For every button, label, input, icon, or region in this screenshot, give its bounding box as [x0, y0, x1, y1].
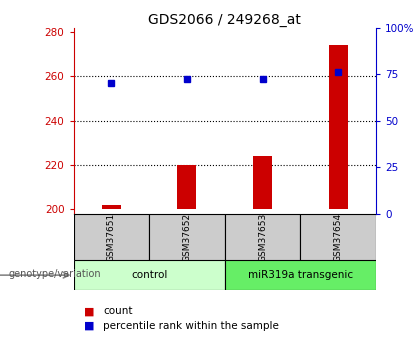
- Bar: [253, 156, 272, 209]
- Title: GDS2066 / 249268_at: GDS2066 / 249268_at: [148, 12, 301, 27]
- Bar: [74, 260, 225, 290]
- Text: control: control: [131, 270, 167, 280]
- Bar: [329, 45, 348, 209]
- Text: GSM37651: GSM37651: [107, 213, 116, 262]
- Text: miR319a transgenic: miR319a transgenic: [248, 270, 353, 280]
- Text: percentile rank within the sample: percentile rank within the sample: [103, 321, 279, 331]
- Text: GSM37653: GSM37653: [258, 213, 267, 262]
- Bar: [102, 205, 121, 209]
- Bar: [74, 214, 149, 260]
- Bar: [225, 214, 300, 260]
- Text: GSM37652: GSM37652: [182, 213, 192, 262]
- Bar: [178, 165, 197, 209]
- Text: count: count: [103, 306, 132, 316]
- Text: genotype/variation: genotype/variation: [8, 269, 101, 279]
- Bar: [300, 214, 376, 260]
- Text: ■: ■: [84, 321, 94, 331]
- Bar: [149, 214, 225, 260]
- Text: GSM37654: GSM37654: [333, 213, 343, 262]
- Text: ■: ■: [84, 306, 94, 316]
- Bar: [225, 260, 376, 290]
